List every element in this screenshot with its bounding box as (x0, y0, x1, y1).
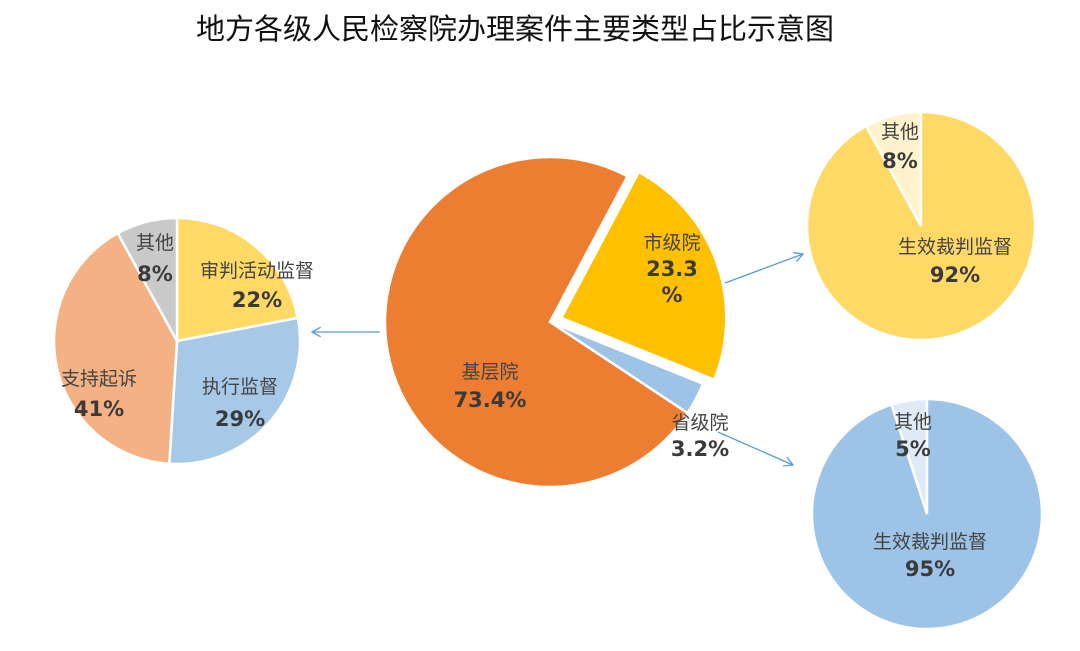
label-prosecution: 支持起诉 (61, 368, 137, 390)
connector-arrow-1 (724, 253, 804, 284)
label-other-left: 其他 (136, 232, 174, 254)
arrowhead-icon (782, 456, 795, 467)
pct-effective-top: 92% (930, 263, 980, 287)
label-other-bottom: 其他 (894, 411, 932, 433)
chart-title: 地方各级人民检察院办理案件主要类型占比示意图 (195, 12, 834, 46)
pie-slice-1-支持起诉 (52, 231, 179, 466)
label-effective-bottom: 生效裁判监督 (873, 531, 987, 553)
pie-slice-1-审判活动监督 (175, 216, 300, 343)
pie-slice-0-基层院 (383, 155, 690, 489)
pie-slice-2-生效裁判监督 (805, 110, 1037, 342)
pct-other-left: 8% (137, 262, 173, 286)
arrowhead-icon (310, 326, 322, 338)
label-province: 省级院 (671, 412, 728, 434)
pct-city: 23.3 (646, 257, 698, 281)
pct-city-unit: % (661, 283, 682, 307)
label-effective-top: 生效裁判监督 (898, 236, 1012, 258)
pct-effective-bottom: 95% (905, 557, 955, 581)
label-city: 市级院 (643, 232, 700, 254)
pct-other-bottom: 5% (895, 437, 931, 461)
pct-grassroots: 73.4% (454, 388, 527, 412)
pie-slice-0-市级院 (559, 170, 728, 382)
label-grassroots: 基层院 (461, 361, 518, 383)
pct-execution: 29% (215, 407, 265, 431)
pct-province: 3.2% (671, 437, 729, 461)
pct-other-top: 8% (882, 149, 918, 173)
pct-trial: 22% (232, 288, 282, 312)
connector-arrow-2 (717, 431, 794, 466)
arrowhead-icon (793, 251, 805, 262)
label-other-top: 其他 (881, 121, 919, 143)
pie-slice-1-其他 (116, 216, 179, 342)
pct-prosecution: 41% (74, 397, 124, 421)
label-trial: 审判活动监督 (200, 260, 314, 282)
label-execution: 执行监督 (202, 376, 278, 398)
pie-slice-1-执行监督 (167, 316, 302, 466)
pie-slice-3-生效裁判监督 (810, 397, 1044, 631)
